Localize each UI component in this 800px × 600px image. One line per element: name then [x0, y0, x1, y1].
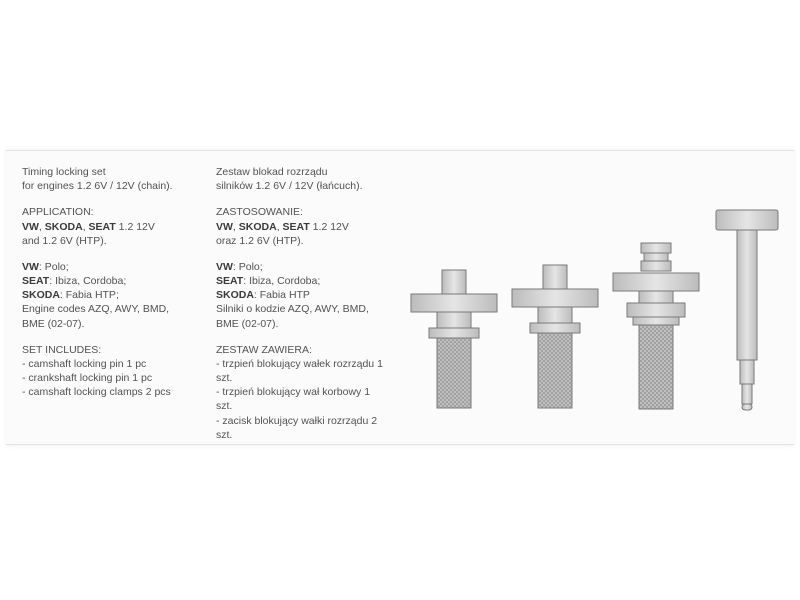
- models-pl: VW: Polo; SEAT: Ibiza, Cordoba; SKODA: F…: [216, 260, 386, 331]
- tool-illustrations: [396, 151, 794, 444]
- text-bold: SEAT: [89, 221, 116, 233]
- list-item: - trzpień blokujący wał korbowy 1 szt.: [216, 386, 370, 412]
- text-bold: SKODA: [239, 221, 277, 233]
- text-bold: SKODA: [22, 289, 60, 301]
- set-pl: ZESTAW ZAWIERA: - trzpień blokujący wałe…: [216, 343, 386, 442]
- text: : Ibiza, Cordoba;: [243, 275, 320, 287]
- heading: SET INCLUDES:: [22, 344, 101, 356]
- text: BME (02-07).: [22, 318, 84, 330]
- text: 1.2 12V: [116, 221, 155, 233]
- text: 1.2 12V: [310, 221, 349, 233]
- text-bold: VW: [22, 221, 39, 233]
- tool-camshaft-pin-ringed-icon: [611, 239, 701, 414]
- column-english: Timing locking set for engines 1.2 6V / …: [22, 165, 192, 430]
- text: : Fabia HTP;: [60, 289, 119, 301]
- desc-pl: Zestaw blokad rozrządu silników 1.2 6V /…: [216, 165, 386, 193]
- text-columns: Timing locking set for engines 1.2 6V / …: [6, 151, 396, 444]
- tool-camshaft-pin-icon: [409, 264, 499, 414]
- tool-t-pin-icon: [712, 204, 782, 414]
- page: Timing locking set for engines 1.2 6V / …: [0, 0, 800, 600]
- text: Silniki o kodzie AZQ, AWY, BMD,: [216, 303, 369, 315]
- text: and 1.2 6V (HTP).: [22, 235, 107, 247]
- heading: ZESTAW ZAWIERA:: [216, 344, 312, 356]
- text-bold: SEAT: [22, 275, 49, 287]
- set-en: SET INCLUDES: - camshaft locking pin 1 p…: [22, 343, 192, 400]
- text: Engine codes AZQ, AWY, BMD,: [22, 303, 169, 315]
- text: Timing locking set: [22, 166, 106, 178]
- text: : Fabia HTP: [254, 289, 310, 301]
- application-en: APPLICATION: VW, SKODA, SEAT 1.2 12V and…: [22, 205, 192, 248]
- text: silników 1.2 6V / 12V (łańcuch).: [216, 180, 363, 192]
- heading: APPLICATION:: [22, 206, 94, 218]
- models-en: VW: Polo; SEAT: Ibiza, Cordoba; SKODA: F…: [22, 260, 192, 331]
- heading: ZASTOSOWANIE:: [216, 206, 303, 218]
- list-item: - crankshaft locking pin 1 pc: [22, 372, 152, 384]
- text-bold: VW: [216, 261, 233, 273]
- text-bold: SEAT: [283, 221, 310, 233]
- text-bold: SKODA: [45, 221, 83, 233]
- list-item: - zacisk blokujący wałki rozrządu 2 szt.: [216, 415, 377, 441]
- text: oraz 1.2 6V (HTP).: [216, 235, 304, 247]
- text: : Polo;: [233, 261, 263, 273]
- list-item: - camshaft locking clamps 2 pcs: [22, 386, 171, 398]
- list-item: - camshaft locking pin 1 pc: [22, 358, 146, 370]
- text-bold: VW: [22, 261, 39, 273]
- column-polish: Zestaw blokad rozrządu silników 1.2 6V /…: [216, 165, 386, 430]
- text: : Polo;: [39, 261, 69, 273]
- text-bold: VW: [216, 221, 233, 233]
- tool-camshaft-pin-icon: [510, 259, 600, 414]
- list-item: - trzpień blokujący wałek rozrządu 1 szt…: [216, 358, 383, 384]
- desc-en: Timing locking set for engines 1.2 6V / …: [22, 165, 192, 193]
- text-bold: SEAT: [216, 275, 243, 287]
- text: BME (02-07).: [216, 318, 278, 330]
- text: for engines 1.2 6V / 12V (chain).: [22, 180, 173, 192]
- content-band: Timing locking set for engines 1.2 6V / …: [6, 150, 794, 445]
- application-pl: ZASTOSOWANIE: VW, SKODA, SEAT 1.2 12V or…: [216, 205, 386, 248]
- text: : Ibiza, Cordoba;: [49, 275, 126, 287]
- text-bold: SKODA: [216, 289, 254, 301]
- text: Zestaw blokad rozrządu: [216, 166, 327, 178]
